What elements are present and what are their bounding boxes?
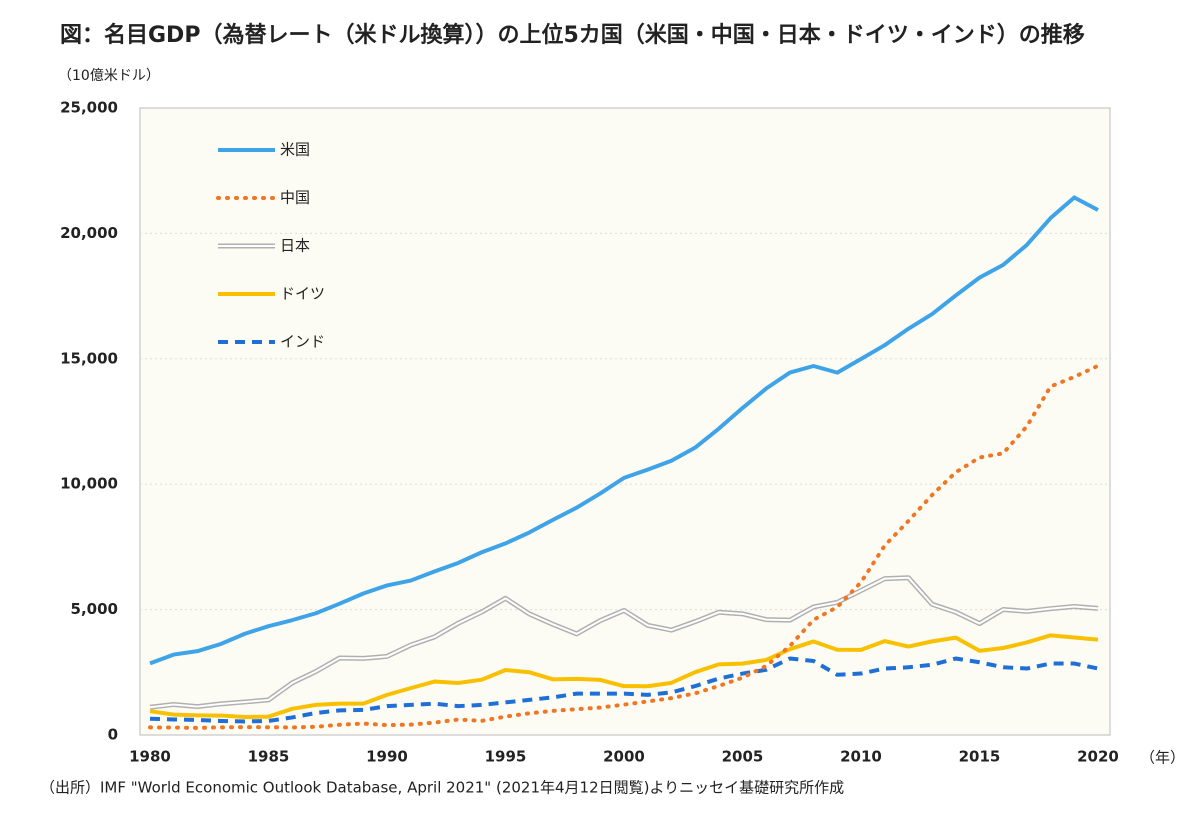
x-tick-label: 1985 <box>248 748 290 766</box>
x-tick-label: 2005 <box>722 748 764 766</box>
y-tick-label: 15,000 <box>60 349 118 367</box>
chart-title: 図：名目GDP（為替レート（米ドル換算））の上位5カ国（米国・中国・日本・ドイツ… <box>60 22 1085 48</box>
series-line <box>149 195 1099 666</box>
y-tick-label: 20,000 <box>60 224 118 242</box>
y-tick-label: 0 <box>108 726 118 744</box>
legend-label: ドイツ <box>280 285 325 303</box>
legend-label: インド <box>280 333 325 351</box>
x-tick-label: 1995 <box>485 748 527 766</box>
y-tick-label: 10,000 <box>60 475 118 493</box>
legend-label: 米国 <box>280 141 310 159</box>
y-tick-label: 5,000 <box>71 600 118 618</box>
x-tick-label: 1990 <box>366 748 408 766</box>
series-line-inner <box>149 576 1099 709</box>
y-unit: （10億米ドル） <box>58 68 160 84</box>
x-unit: （年） <box>1140 749 1185 767</box>
legend-label: 日本 <box>280 237 310 255</box>
x-tick-label: 2020 <box>1077 748 1119 766</box>
x-tick-label: 1980 <box>129 748 171 766</box>
x-tick-label: 2010 <box>840 748 882 766</box>
x-tick-label: 2000 <box>603 748 645 766</box>
plot-area <box>139 107 1111 736</box>
series-line <box>149 656 1099 724</box>
x-tick-label: 2015 <box>959 748 1001 766</box>
legend-label: 中国 <box>280 189 310 207</box>
source: （出所）IMF "World Economic Outlook Database… <box>40 779 844 797</box>
series-line <box>148 363 1100 730</box>
series-line <box>149 633 1099 720</box>
y-tick-label: 25,000 <box>60 99 118 117</box>
